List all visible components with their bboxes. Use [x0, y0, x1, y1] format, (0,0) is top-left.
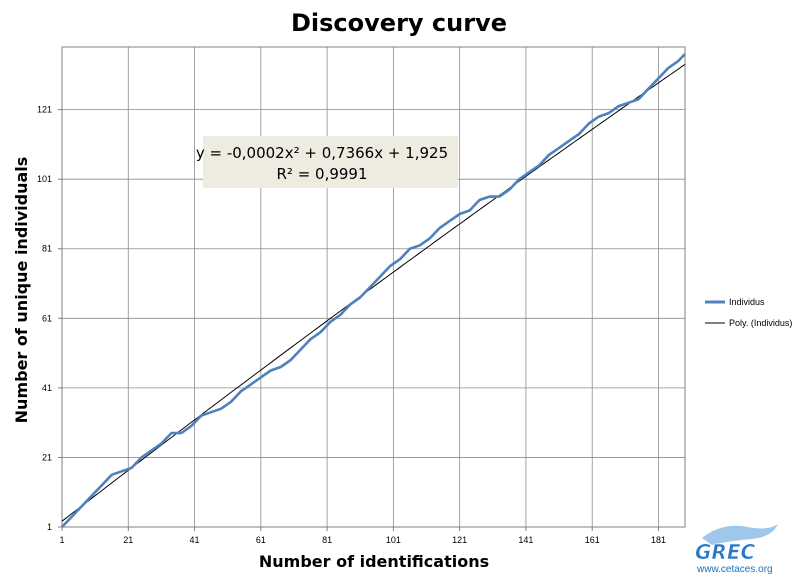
x-axis-ticks: 1 21 41 61 81 101 121 141 161 181 — [59, 527, 666, 545]
trendline-path — [61, 63, 686, 522]
y-tick-label: 1 — [47, 522, 52, 532]
y-axis-label: Number of unique individuals — [12, 157, 31, 424]
y-tick-label: 121 — [37, 105, 52, 115]
series-individus — [61, 53, 686, 528]
plot-area — [61, 46, 686, 528]
x-tick-label: 161 — [585, 535, 600, 545]
x-tick-label: 41 — [190, 535, 200, 545]
legend-label-poly: Poly. (Individus) — [729, 318, 792, 328]
trendline — [61, 63, 686, 522]
series-line-individus — [61, 53, 686, 528]
dolphin-icon — [702, 524, 778, 545]
x-tick-label: 81 — [322, 535, 332, 545]
grec-url: www.cetaces.org — [696, 564, 773, 575]
x-tick-label: 1 — [59, 535, 64, 545]
trendline-equation-box: y = -0,0002x² + 0,7366x + 1,925 R² = 0,9… — [196, 136, 458, 188]
x-tick-label: 121 — [452, 535, 467, 545]
chart-title: Discovery curve — [291, 9, 507, 37]
y-tick-label: 41 — [42, 383, 52, 393]
legend: Individus Poly. (Individus) — [705, 297, 792, 328]
x-tick-label: 101 — [386, 535, 401, 545]
x-tick-label: 61 — [256, 535, 266, 545]
x-tick-label: 21 — [123, 535, 133, 545]
x-axis-label: Number of identifications — [259, 552, 489, 571]
y-tick-label: 61 — [42, 313, 52, 323]
y-tick-label: 21 — [42, 452, 52, 462]
trendline-equation: y = -0,0002x² + 0,7366x + 1,925 — [196, 144, 448, 162]
equation-box-bg — [203, 136, 458, 188]
y-tick-label: 81 — [42, 244, 52, 254]
legend-label-individus: Individus — [729, 297, 765, 307]
y-tick-label: 101 — [37, 174, 52, 184]
x-tick-label: 181 — [651, 535, 666, 545]
grec-logo-text: GREC — [695, 540, 755, 564]
x-tick-label: 141 — [518, 535, 533, 545]
trendline-r-squared: R² = 0,9991 — [276, 165, 367, 183]
grec-logo: GREC www.cetaces.org — [695, 524, 778, 575]
